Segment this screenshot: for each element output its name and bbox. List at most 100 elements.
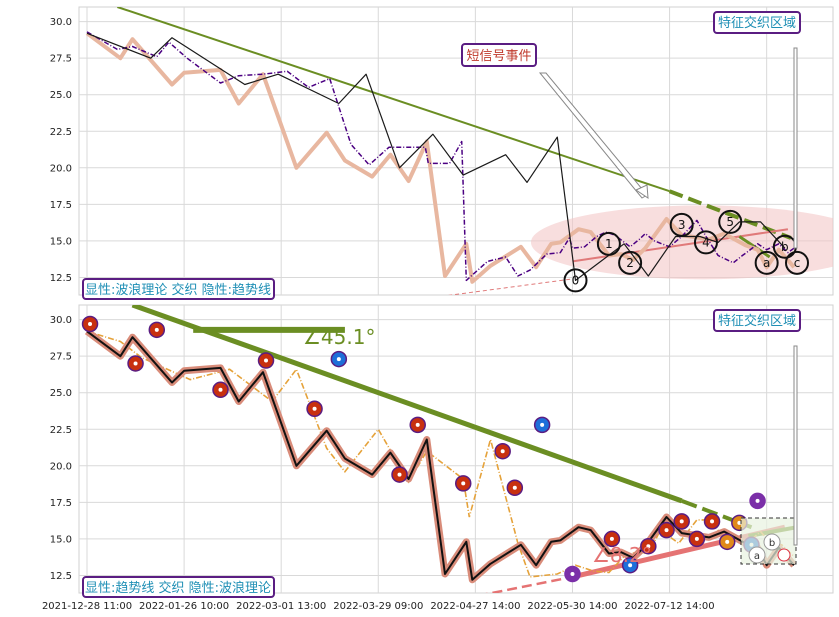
x-tick-label: 2021-12-28 11:00 bbox=[42, 601, 132, 612]
wave-point-circle bbox=[718, 209, 743, 234]
top-bottom-label: 显性:波浪理论 交织 隐性:趋势线 bbox=[85, 282, 271, 298]
y-tick-label: 25.0 bbox=[50, 90, 72, 101]
signal-marker-dot bbox=[415, 422, 420, 427]
zoom-circle-c bbox=[777, 548, 791, 562]
wave-point-label: 3 bbox=[678, 218, 686, 232]
wave-point-circle bbox=[563, 268, 588, 293]
signal-marker-dot bbox=[264, 358, 269, 363]
bottom-panel: 30.0 27.5 25.0 22.5 20.0 17.5 15.0 12.5 2021-12… bbox=[42, 304, 834, 612]
bottom-right-label-box bbox=[713, 309, 801, 332]
top-wave-labels: 0 12 3 4 5 abc bbox=[563, 209, 809, 293]
angle-label-upper: ∠45.1° bbox=[303, 325, 375, 349]
support-line-extension bbox=[485, 575, 573, 593]
trendline-main bbox=[131, 305, 683, 504]
x-tick-label: 2022-05-30 14:00 bbox=[527, 601, 617, 612]
y-tick-label: 12.5 bbox=[50, 273, 72, 284]
signal-marker-dot bbox=[512, 485, 517, 490]
support-line-extension bbox=[447, 278, 573, 295]
wave-point-label: 2 bbox=[626, 256, 634, 270]
zoom-circle-b bbox=[763, 533, 781, 551]
y-tick-label: 25.0 bbox=[50, 388, 72, 399]
angle-label-lower: ∠8.2° bbox=[592, 543, 652, 567]
x-tick-label: 2022-07-12 14:00 bbox=[625, 601, 715, 612]
signal-marker-dot bbox=[154, 327, 159, 332]
signal-marker-dot bbox=[694, 536, 699, 541]
signal-marker-dot bbox=[312, 406, 317, 411]
right-vertical-arrow-bottom bbox=[793, 345, 798, 546]
signal-marker-dot bbox=[679, 519, 684, 524]
top-y-axis: 30.0 27.5 25.0 22.5 20.0 17.5 15.0 12.5 bbox=[50, 17, 72, 284]
y-tick-label: 27.5 bbox=[50, 352, 72, 363]
signal-marker-dot bbox=[133, 361, 138, 366]
signal-arrow-head bbox=[634, 184, 649, 199]
top-right-label: 特征交织区域 bbox=[718, 15, 796, 31]
wave-point-label: 4 bbox=[702, 235, 710, 249]
bottom-bottom-label-box bbox=[82, 576, 275, 598]
signal-marker-dot bbox=[725, 539, 730, 544]
signal-marker-dot bbox=[88, 322, 93, 327]
zoom-label-a: a bbox=[754, 551, 760, 562]
y-tick-label: 27.5 bbox=[50, 54, 72, 65]
signal-marker-dot bbox=[755, 498, 760, 503]
zoom-label-b: b bbox=[769, 538, 775, 549]
top-panel: 30.0 27.5 25.0 22.5 20.0 17.5 15.0 12.5 0 12 3 4 5 a… bbox=[50, 6, 834, 300]
y-tick-label: 22.5 bbox=[50, 127, 72, 138]
price-series-line bbox=[86, 31, 795, 282]
signal-marker-dot bbox=[628, 563, 633, 568]
wave-point-label: 5 bbox=[726, 215, 734, 229]
signal-marker-dot bbox=[737, 520, 742, 525]
y-tick-label: 22.5 bbox=[50, 425, 72, 436]
trendline-projection bbox=[668, 189, 792, 240]
y-tick-label: 12.5 bbox=[50, 571, 72, 582]
y-tick-label: 20.0 bbox=[50, 461, 72, 472]
y-tick-label: 15.0 bbox=[50, 236, 72, 247]
wave-point-circle bbox=[669, 212, 694, 237]
signal-marker-dot bbox=[710, 519, 715, 524]
bottom-grid bbox=[79, 305, 833, 593]
signal-marker-dot bbox=[500, 449, 505, 454]
x-tick-label: 2022-03-01 13:00 bbox=[236, 601, 326, 612]
trendline-main bbox=[117, 7, 670, 193]
signal-marker-dot bbox=[664, 528, 669, 533]
wave-point-label: b bbox=[781, 240, 789, 254]
wave-point-label: a bbox=[763, 256, 770, 270]
x-tick-label: 2022-03-29 09:00 bbox=[333, 601, 423, 612]
wave-point-circle bbox=[785, 250, 809, 275]
y-tick-label: 15.0 bbox=[50, 534, 72, 545]
price-series-line bbox=[86, 32, 786, 281]
y-tick-label: 30.0 bbox=[50, 17, 72, 28]
y-tick-label: 17.5 bbox=[50, 200, 72, 211]
wave-point-circle bbox=[754, 250, 779, 275]
signal-marker-dot bbox=[336, 357, 341, 362]
signal-marker-dot bbox=[540, 422, 545, 427]
wave-point-label: 1 bbox=[605, 237, 613, 251]
bottom-right-label: 特征交织区域 bbox=[718, 313, 796, 329]
bottom-x-axis: 2021-12-28 11:00 2022-01-26 10:00 2022-03-… bbox=[42, 601, 715, 612]
x-tick-label: 2022-04-27 14:00 bbox=[430, 601, 520, 612]
signal-marker-dot bbox=[397, 472, 402, 477]
callout-label: 短信号事件 bbox=[466, 49, 531, 64]
wave-point-label: c bbox=[794, 256, 801, 270]
bottom-markers bbox=[81, 315, 766, 583]
bottom-plot-area bbox=[78, 304, 834, 594]
signal-marker-dot bbox=[609, 536, 614, 541]
right-vertical-arrow-top bbox=[793, 47, 798, 249]
wave-point-label: 0 bbox=[572, 273, 580, 287]
trendline-projection bbox=[680, 499, 753, 530]
top-series bbox=[85, 31, 796, 284]
signal-marker-dot bbox=[570, 571, 575, 576]
top-bottom-label-box bbox=[82, 278, 275, 300]
signal-marker-dot bbox=[646, 544, 651, 549]
bottom-y-axis: 30.0 27.5 25.0 22.5 20.0 17.5 15.0 12.5 bbox=[50, 315, 72, 582]
y-tick-label: 30.0 bbox=[50, 315, 72, 326]
wave-point-circle bbox=[618, 250, 643, 275]
y-tick-label: 17.5 bbox=[50, 498, 72, 509]
y-tick-label: 20.0 bbox=[50, 163, 72, 174]
bottom-bottom-label: 显性:趋势线 交织 隐性:波浪理论 bbox=[85, 580, 271, 596]
x-tick-label: 2022-01-26 10:00 bbox=[139, 601, 229, 612]
callout-label-box bbox=[461, 43, 537, 67]
top-right-label-box bbox=[713, 11, 801, 34]
wave-point-circle bbox=[596, 231, 621, 256]
signal-marker-dot bbox=[218, 387, 223, 392]
